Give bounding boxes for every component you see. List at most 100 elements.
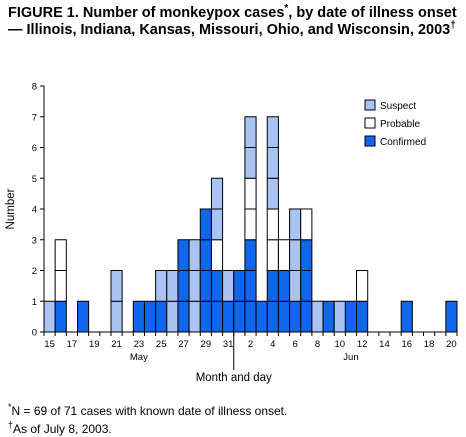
- bar-confirmed: [289, 300, 302, 333]
- x-tick-label: 10: [335, 339, 346, 350]
- legend-label-confirmed: Confirmed: [380, 137, 426, 148]
- x-tick-label: 6: [293, 339, 298, 350]
- footnote-mark: *: [8, 402, 12, 412]
- bar-probable: [277, 239, 291, 271]
- bar-suspect: [188, 300, 201, 333]
- bar-suspect: [43, 300, 56, 333]
- x-tick-label: 19: [89, 339, 100, 350]
- chart-title-main: FIGURE 1. Number of monkeypox cases: [8, 5, 285, 21]
- bar-confirmed: [233, 270, 246, 302]
- y-tick-label: 7: [32, 112, 37, 123]
- bar-confirmed: [143, 300, 157, 333]
- bar-suspect: [222, 270, 235, 302]
- month-label-jun: Jun: [343, 352, 358, 363]
- bar-suspect: [266, 116, 279, 148]
- bar-confirmed: [344, 300, 358, 333]
- bars-layer: [43, 116, 458, 333]
- legend-label-probable: Probable: [380, 119, 420, 130]
- x-tick-label: 21: [111, 339, 122, 350]
- bar-suspect: [311, 300, 324, 333]
- bar-confirmed: [277, 300, 291, 333]
- bar-probable: [266, 239, 279, 271]
- bar-suspect: [166, 300, 179, 333]
- footnote-as-of: †As of July 8, 2003.: [8, 418, 287, 436]
- bar-suspect: [266, 177, 279, 210]
- footnote-text: N = 69 of 71 cases with known date of il…: [11, 404, 288, 418]
- bar-suspect: [110, 270, 123, 302]
- y-tick-label: 8: [32, 82, 37, 93]
- y-axis-title: Number: [5, 188, 17, 229]
- bar-probable: [244, 208, 257, 241]
- bar-confirmed: [54, 300, 67, 333]
- bar-suspect: [166, 270, 179, 302]
- x-tick-label: 20: [446, 339, 457, 350]
- x-tick-label: 15: [44, 339, 55, 350]
- x-tick-label: 17: [67, 339, 78, 350]
- bar-confirmed: [222, 300, 235, 333]
- bar-suspect: [289, 208, 302, 241]
- bar-probable: [244, 177, 257, 210]
- bar-confirmed: [244, 270, 257, 302]
- bar-probable: [356, 270, 369, 302]
- y-tick-label: 5: [32, 174, 37, 185]
- bar-confirmed: [244, 239, 257, 271]
- x-tick-label: 12: [357, 339, 368, 350]
- legend-swatch-confirmed: [364, 135, 376, 147]
- bar-suspect: [289, 239, 302, 271]
- bar-confirmed: [210, 270, 224, 302]
- bar-confirmed: [266, 270, 279, 302]
- x-tick-label: 8: [315, 339, 320, 350]
- x-tick-label: 18: [424, 339, 435, 350]
- bar-confirmed: [177, 300, 190, 333]
- bar-suspect: [155, 270, 168, 302]
- y-tick-label: 1: [32, 297, 37, 308]
- x-tick-label: 31: [223, 339, 234, 350]
- bar-probable: [300, 208, 313, 241]
- footnote-mark: †: [8, 420, 14, 430]
- bar-suspect: [266, 147, 279, 179]
- bar-suspect: [289, 270, 302, 302]
- y-tick-label: 3: [32, 235, 37, 246]
- x-tick-label: 27: [178, 339, 189, 350]
- bar-confirmed: [277, 270, 291, 302]
- y-tick-label: 6: [32, 143, 37, 154]
- bar-suspect: [210, 208, 224, 241]
- bar-confirmed: [266, 300, 279, 333]
- bar-probable: [210, 239, 224, 271]
- bar-confirmed: [445, 300, 458, 333]
- x-tick-label: 2: [248, 339, 253, 350]
- y-tick-label: 2: [32, 266, 37, 277]
- month-label-may: May: [130, 352, 148, 363]
- legend-label-suspect: Suspect: [380, 101, 416, 112]
- bar-confirmed: [356, 300, 369, 333]
- x-tick-label: 16: [401, 339, 412, 350]
- bar-confirmed: [300, 239, 313, 271]
- bar-confirmed: [233, 300, 246, 333]
- y-tick-label: 0: [32, 328, 37, 339]
- y-tick-label: 4: [32, 205, 37, 216]
- bar-confirmed: [199, 208, 212, 241]
- bar-confirmed: [244, 300, 257, 333]
- footnote-text: As of July 8, 2003.: [13, 422, 112, 436]
- bar-confirmed: [177, 239, 190, 271]
- bar-confirmed: [300, 300, 313, 333]
- bar-confirmed: [255, 300, 268, 333]
- chart-title-dagger-mark: †: [450, 20, 456, 32]
- footnotes: *N = 69 of 71 cases with known date of i…: [8, 400, 287, 436]
- bar-suspect: [210, 177, 224, 210]
- legend-swatch-suspect: [364, 99, 376, 111]
- bar-confirmed: [76, 300, 90, 333]
- x-tick-label: 23: [134, 339, 145, 350]
- bar-confirmed: [199, 239, 212, 271]
- bar-confirmed: [210, 300, 224, 333]
- x-tick-label: 14: [379, 339, 390, 350]
- bar-probable: [266, 208, 279, 241]
- bar-suspect: [188, 239, 201, 271]
- x-tick-label: 25: [156, 339, 167, 350]
- chart-title-rest: , by date of illness onset — Illinois, I…: [8, 5, 457, 38]
- x-tick-label: 4: [270, 339, 275, 350]
- bar-confirmed: [300, 270, 313, 302]
- footnote-n: *N = 69 of 71 cases with known date of i…: [8, 400, 287, 418]
